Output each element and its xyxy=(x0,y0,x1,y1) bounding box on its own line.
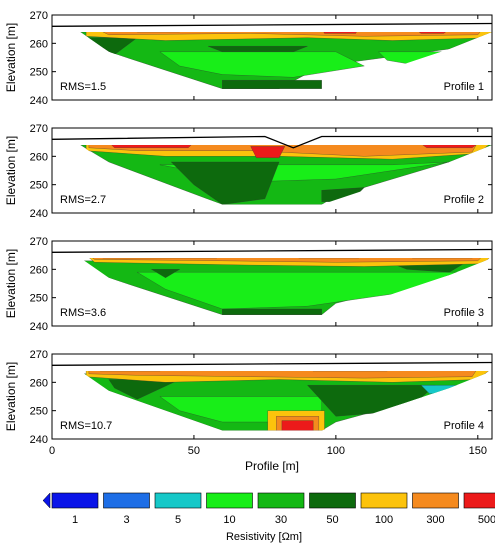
y-axis-label: Elevation [m] xyxy=(4,249,18,318)
ground-surface-line xyxy=(51,361,493,366)
colorbar-swatch-500 xyxy=(463,492,495,509)
colorbar-tick-label: 500 xyxy=(478,514,495,526)
y-tick-label: 240 xyxy=(30,434,48,446)
y-tick-label: 260 xyxy=(30,377,48,389)
y-tick-label: 240 xyxy=(30,321,48,333)
section-panel-4: 240 250 260 270 0 50 100 150 Elevation [m] RMS=10… xyxy=(4,349,493,457)
colorbar-tick-label: 10 xyxy=(223,514,235,526)
resistivity-bands xyxy=(80,32,493,89)
band-500-ohm xyxy=(414,32,450,34)
band-500-ohm xyxy=(137,32,180,33)
plot-frame xyxy=(51,353,493,440)
x-tick-label: 50 xyxy=(188,445,200,457)
rms-label: RMS=1.5 xyxy=(60,81,106,93)
colorbar-tick-label: 5 xyxy=(175,514,181,526)
colorbar-tick-label: 50 xyxy=(326,514,338,526)
x-tick-label: 150 xyxy=(469,445,487,457)
colorbar-swatch-1 xyxy=(51,492,99,509)
band-500-ohm xyxy=(108,145,195,148)
colorbar-tick-label: 3 xyxy=(123,514,129,526)
band-50-ohm xyxy=(150,269,181,278)
colorbar-tick-label: 100 xyxy=(375,514,393,526)
band-10-ohm xyxy=(136,272,464,310)
colorbar-swatch-10 xyxy=(206,492,253,509)
resistivity-bands xyxy=(80,145,493,205)
y-axis-label: Elevation [m] xyxy=(4,362,18,431)
band-500-ohm xyxy=(94,258,223,259)
rms-label: RMS=3.6 xyxy=(60,307,106,319)
band-50-ohm xyxy=(222,80,322,89)
band-300-ohm xyxy=(88,258,484,263)
band-500-ohm xyxy=(321,32,359,34)
y-tick-label: 270 xyxy=(30,349,48,361)
band-500-ohm xyxy=(406,258,478,259)
band-300-ohm xyxy=(94,32,484,37)
resistivity-bands xyxy=(80,258,493,315)
colorbar-swatch-100 xyxy=(360,492,408,509)
rms-label: RMS=2.7 xyxy=(60,194,106,206)
y-tick-label: 240 xyxy=(30,95,48,107)
colorbar-swatch-300 xyxy=(412,492,459,509)
x-axis-label: Profile [m] xyxy=(245,459,299,473)
band-300-ohm xyxy=(88,371,479,379)
band-500-ohm xyxy=(307,371,393,372)
profile-label: Profile 2 xyxy=(444,194,484,206)
y-tick-label: 260 xyxy=(30,38,48,50)
y-tick-label: 250 xyxy=(30,406,48,418)
band-500-ohm xyxy=(293,258,365,259)
colorbar-tick-label: 30 xyxy=(275,514,287,526)
section-panel-3: 240 250 260 270 Elevation [m] RMS=3.6 Profile … xyxy=(4,236,493,333)
colorbar-swatch-3 xyxy=(103,492,150,509)
colorbar-swatch-50 xyxy=(309,492,356,509)
band-50-ohm xyxy=(222,308,322,315)
band-500-ohm xyxy=(281,420,314,431)
section-panel-1: 240 250 260 270 Elevation [m] RMS=1.5 Profile … xyxy=(4,10,493,107)
colorbar-tick-label: 300 xyxy=(426,514,444,526)
y-tick-label: 250 xyxy=(30,180,48,192)
section-panel-2: 240 250 260 270 Elevation [m] RMS=2.7 Profile … xyxy=(4,123,493,220)
band-500-ohm xyxy=(420,145,479,148)
profile-label: Profile 1 xyxy=(444,81,484,93)
band-50-ohm xyxy=(208,46,308,52)
plot-frame xyxy=(51,127,493,214)
y-axis-label: Elevation [m] xyxy=(4,136,18,205)
colorbar-under-arrow xyxy=(42,492,51,509)
plot-frame xyxy=(51,14,493,101)
ground-surface-line xyxy=(51,248,493,253)
rms-label: RMS=10.7 xyxy=(60,420,112,432)
y-tick-label: 270 xyxy=(30,123,48,135)
plot-frame xyxy=(51,240,493,327)
resistivity-bands xyxy=(80,371,493,431)
profile-label: Profile 4 xyxy=(444,420,484,432)
x-tick-label: 0 xyxy=(49,445,55,457)
band-10-ohm xyxy=(378,51,450,67)
y-tick-label: 260 xyxy=(30,151,48,163)
x-tick-label: 100 xyxy=(327,445,345,457)
y-tick-label: 270 xyxy=(30,236,48,248)
band-500-ohm xyxy=(250,146,286,158)
colorbar-swatch-30 xyxy=(257,492,305,509)
y-tick-label: 260 xyxy=(30,264,48,276)
y-tick-label: 270 xyxy=(30,10,48,22)
colorbar-label: Resistivity [Ωm] xyxy=(226,531,302,543)
band-10-ohm xyxy=(159,51,365,78)
ground-surface-line xyxy=(51,22,493,27)
band-50-ohm xyxy=(170,161,280,205)
colorbar-swatch-5 xyxy=(154,492,202,509)
y-tick-label: 240 xyxy=(30,208,48,220)
ground-surface-line xyxy=(51,135,492,149)
y-tick-label: 250 xyxy=(30,293,48,305)
band-500-ohm xyxy=(94,371,166,372)
y-tick-label: 250 xyxy=(30,67,48,79)
colorbar-tick-label: 1 xyxy=(72,514,78,526)
profile-label: Profile 3 xyxy=(444,307,484,319)
y-axis-label: Elevation [m] xyxy=(4,23,18,92)
